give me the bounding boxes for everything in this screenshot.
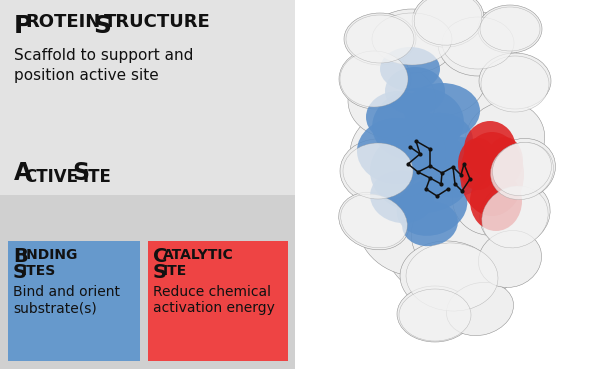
Ellipse shape	[464, 121, 516, 177]
Ellipse shape	[357, 118, 437, 184]
Ellipse shape	[414, 0, 482, 45]
Text: Scaffold to support and: Scaffold to support and	[14, 48, 193, 63]
Ellipse shape	[452, 153, 538, 235]
Ellipse shape	[383, 32, 487, 116]
Ellipse shape	[402, 202, 458, 246]
Ellipse shape	[460, 132, 524, 216]
FancyBboxPatch shape	[0, 0, 295, 195]
Ellipse shape	[397, 286, 473, 342]
Ellipse shape	[480, 181, 550, 247]
Text: activation energy: activation energy	[153, 301, 275, 315]
Text: ATALYTIC: ATALYTIC	[163, 248, 234, 262]
Text: Bind and orient: Bind and orient	[13, 285, 120, 299]
Text: C: C	[153, 247, 167, 266]
Ellipse shape	[366, 91, 430, 143]
FancyBboxPatch shape	[8, 241, 140, 361]
Text: Reduce chemical: Reduce chemical	[153, 285, 271, 299]
Ellipse shape	[442, 17, 514, 69]
Ellipse shape	[344, 13, 416, 65]
Ellipse shape	[368, 9, 456, 73]
Ellipse shape	[357, 172, 473, 276]
Ellipse shape	[399, 289, 471, 341]
Ellipse shape	[404, 83, 480, 139]
Text: CTIVE: CTIVE	[24, 168, 78, 186]
Ellipse shape	[348, 64, 436, 138]
Ellipse shape	[412, 183, 512, 275]
Ellipse shape	[478, 5, 542, 53]
Ellipse shape	[419, 137, 491, 197]
Ellipse shape	[420, 77, 530, 181]
Ellipse shape	[403, 113, 473, 169]
Ellipse shape	[361, 60, 539, 308]
Text: ITES: ITES	[22, 264, 56, 278]
Ellipse shape	[372, 13, 452, 65]
Ellipse shape	[446, 282, 514, 336]
FancyBboxPatch shape	[148, 241, 288, 361]
Ellipse shape	[480, 7, 540, 51]
Text: TRUCTURE: TRUCTURE	[104, 13, 211, 31]
FancyBboxPatch shape	[0, 195, 295, 369]
Text: B: B	[13, 247, 28, 266]
Text: INDING: INDING	[22, 248, 79, 262]
Ellipse shape	[487, 137, 523, 185]
Ellipse shape	[338, 192, 409, 250]
Ellipse shape	[400, 241, 496, 313]
Ellipse shape	[482, 186, 548, 248]
Ellipse shape	[491, 142, 553, 200]
Text: S: S	[153, 263, 167, 282]
Text: ITE: ITE	[82, 168, 111, 186]
Ellipse shape	[340, 51, 408, 107]
Ellipse shape	[470, 171, 522, 231]
Ellipse shape	[339, 49, 411, 109]
Ellipse shape	[488, 138, 556, 200]
Ellipse shape	[458, 138, 498, 190]
Ellipse shape	[465, 102, 545, 176]
Text: ITE: ITE	[163, 264, 187, 278]
Text: A: A	[14, 161, 32, 185]
Ellipse shape	[385, 67, 445, 115]
Text: substrate(s): substrate(s)	[13, 301, 97, 315]
Text: S: S	[93, 14, 111, 38]
Text: P: P	[14, 14, 32, 38]
Text: ROTEIN: ROTEIN	[25, 13, 100, 31]
Ellipse shape	[370, 171, 434, 223]
Ellipse shape	[493, 142, 551, 196]
Ellipse shape	[412, 0, 484, 47]
Ellipse shape	[343, 143, 413, 199]
Ellipse shape	[340, 139, 416, 203]
Ellipse shape	[397, 178, 467, 236]
Ellipse shape	[478, 231, 542, 287]
FancyBboxPatch shape	[295, 0, 600, 369]
Text: position active site: position active site	[14, 68, 159, 83]
Ellipse shape	[481, 56, 549, 112]
Ellipse shape	[350, 110, 446, 198]
Ellipse shape	[370, 129, 474, 213]
Ellipse shape	[346, 15, 414, 63]
Ellipse shape	[406, 243, 498, 311]
Ellipse shape	[438, 12, 518, 76]
Ellipse shape	[372, 88, 464, 160]
Text: S: S	[13, 263, 27, 282]
Ellipse shape	[380, 47, 440, 91]
Ellipse shape	[479, 53, 551, 109]
Ellipse shape	[341, 194, 407, 248]
Text: S: S	[72, 161, 89, 185]
